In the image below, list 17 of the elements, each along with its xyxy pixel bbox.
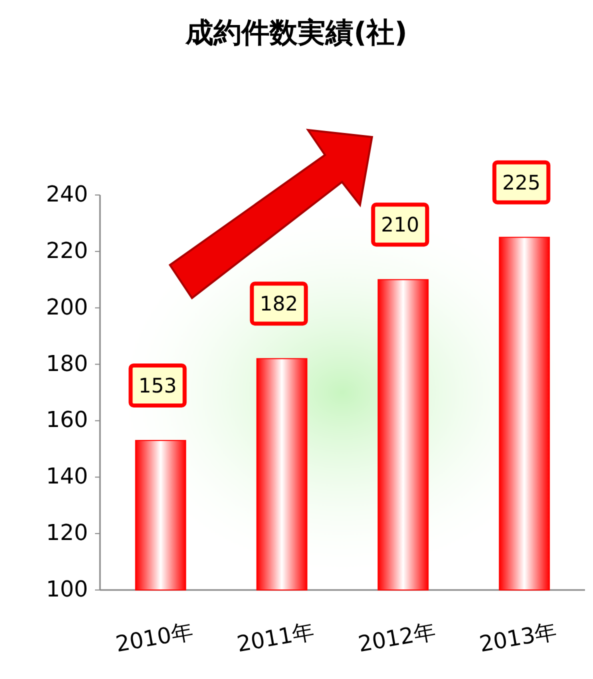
y-tick-label: 120	[46, 521, 88, 546]
x-tick-label: 2013年	[478, 620, 559, 658]
x-tick-label: 2011年	[235, 620, 316, 658]
x-tick-label: 2010年	[114, 620, 196, 658]
y-tick-label: 240	[46, 182, 88, 208]
y-tick-label: 180	[46, 352, 88, 377]
data-label: 153	[138, 373, 177, 398]
chart-title: 成約件数実績(社)	[184, 16, 408, 49]
y-tick-label: 220	[46, 238, 88, 264]
x-tick-label: 2012年	[356, 620, 438, 658]
data-label: 210	[381, 212, 420, 237]
y-tick-label: 200	[46, 295, 88, 320]
y-tick-label: 100	[46, 578, 88, 602]
y-tick-label: 160	[46, 408, 88, 434]
data-label: 182	[260, 292, 298, 316]
data-label: 225	[502, 170, 540, 194]
y-tick-label: 140	[46, 464, 88, 490]
